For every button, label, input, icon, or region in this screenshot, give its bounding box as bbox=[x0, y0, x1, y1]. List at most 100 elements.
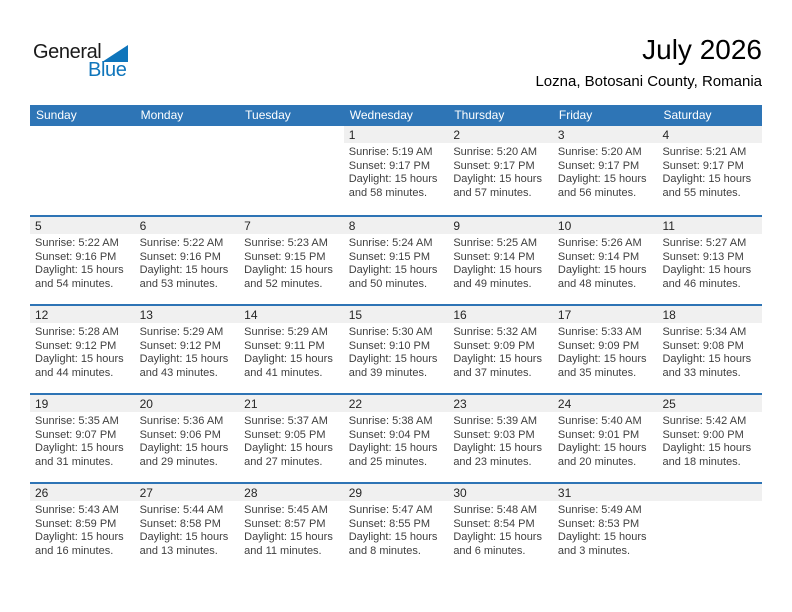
day-cell: 27 Sunrise: 5:44 AM Sunset: 8:58 PM Dayligh… bbox=[134, 484, 240, 571]
sunrise-text: Sunrise: 5:20 AM bbox=[453, 146, 538, 158]
day-cell: 10 Sunrise: 5:26 AM Sunset: 9:14 PM Dayligh… bbox=[552, 217, 658, 304]
sunrise-text: Sunrise: 5:25 AM bbox=[453, 237, 538, 249]
daylight-text-line1: Daylight: 15 hours bbox=[348, 442, 438, 454]
day-number-strip: 27 bbox=[134, 484, 240, 501]
daylight-text-line2: and 55 minutes. bbox=[662, 186, 741, 199]
sunrise-text: Sunrise: 5:37 AM bbox=[244, 415, 328, 427]
day-number-strip: 16 bbox=[448, 306, 553, 323]
day-number: 27 bbox=[139, 486, 153, 500]
daylight-text-line1: Daylight: 15 hours bbox=[662, 442, 752, 454]
calendar-weeks: 1 Sunrise: 5:19 AM Sunset: 9:17 PM Daylight… bbox=[30, 126, 763, 571]
daylight-text-line2: and 18 minutes. bbox=[662, 455, 741, 468]
sunrise-text: Sunrise: 5:27 AM bbox=[662, 237, 747, 249]
daylight-text-line2: and 16 minutes. bbox=[35, 544, 114, 557]
day-cell: 3 Sunrise: 5:20 AM Sunset: 9:17 PM Daylight… bbox=[552, 126, 658, 215]
daylight-text-line1: Daylight: 15 hours bbox=[557, 531, 647, 543]
day-cell: 17 Sunrise: 5:33 AM Sunset: 9:09 PM Dayligh… bbox=[552, 306, 658, 393]
sunrise-text: Sunrise: 5:20 AM bbox=[557, 146, 642, 158]
sunset-text: Sunset: 9:08 PM bbox=[662, 339, 744, 352]
daylight-text-line1: Daylight: 15 hours bbox=[244, 353, 333, 365]
sunrise-text: Sunrise: 5:40 AM bbox=[557, 415, 642, 427]
title-block: July 2026 Lozna, Botosani County, Romani… bbox=[535, 34, 762, 90]
day-number-strip: 31 bbox=[552, 484, 658, 501]
sunrise-text: Sunrise: 5:28 AM bbox=[35, 326, 119, 338]
day-details: Sunrise: 5:34 AM Sunset: 9:08 PM Daylight:… bbox=[657, 323, 762, 380]
day-number-strip: 11 bbox=[657, 217, 763, 234]
day-number-strip: 9 bbox=[448, 217, 553, 234]
weekday-label-thursday: Thursday bbox=[454, 108, 505, 122]
sunset-text: Sunset: 9:14 PM bbox=[453, 250, 535, 263]
day-details: Sunrise: 5:45 AM Sunset: 8:57 PM Daylight:… bbox=[239, 501, 344, 558]
day-details: Sunrise: 5:20 AM Sunset: 9:17 PM Daylight:… bbox=[448, 143, 553, 200]
day-number-strip: 14 bbox=[239, 306, 344, 323]
day-number-strip: 8 bbox=[343, 217, 449, 234]
day-number: 28 bbox=[244, 486, 258, 500]
sunset-text: Sunset: 9:12 PM bbox=[139, 339, 221, 352]
day-number: 18 bbox=[662, 308, 676, 322]
daylight-text-line1: Daylight: 15 hours bbox=[139, 531, 229, 543]
day-details: Sunrise: 5:22 AM Sunset: 9:16 PM Daylight:… bbox=[135, 234, 240, 291]
sunset-text: Sunset: 9:13 PM bbox=[662, 250, 744, 263]
daylight-text-line1: Daylight: 15 hours bbox=[557, 442, 647, 454]
day-cell: 8 Sunrise: 5:24 AM Sunset: 9:15 PM Daylight… bbox=[343, 217, 449, 304]
day-number-strip: 10 bbox=[552, 217, 658, 234]
day-number: 8 bbox=[348, 219, 356, 233]
day-number-strip: 30 bbox=[448, 484, 553, 501]
daylight-text-line2: and 54 minutes. bbox=[35, 277, 114, 290]
daylight-text-line1: Daylight: 15 hours bbox=[453, 442, 542, 454]
page-title: July 2026 bbox=[642, 34, 762, 65]
day-details: Sunrise: 5:49 AM Sunset: 8:53 PM Daylight:… bbox=[553, 501, 658, 558]
day-cell: 20 Sunrise: 5:36 AM Sunset: 9:06 PM Dayligh… bbox=[134, 395, 240, 482]
day-details: Sunrise: 5:23 AM Sunset: 9:15 PM Daylight:… bbox=[239, 234, 344, 291]
daylight-text-line2: and 20 minutes. bbox=[557, 455, 637, 468]
day-number: 3 bbox=[557, 128, 565, 142]
day-cell: 15 Sunrise: 5:30 AM Sunset: 9:10 PM Dayligh… bbox=[343, 306, 449, 393]
sunrise-text: Sunrise: 5:33 AM bbox=[557, 326, 642, 338]
day-cell: 30 Sunrise: 5:48 AM Sunset: 8:54 PM Dayligh… bbox=[448, 484, 553, 571]
day-cell: 21 Sunrise: 5:37 AM Sunset: 9:05 PM Dayligh… bbox=[239, 395, 344, 482]
day-number: 7 bbox=[244, 219, 251, 233]
day-number: 9 bbox=[453, 219, 460, 233]
day-details: Sunrise: 5:39 AM Sunset: 9:03 PM Daylight:… bbox=[448, 412, 553, 469]
daylight-text-line1: Daylight: 15 hours bbox=[662, 264, 752, 276]
day-number-strip: 17 bbox=[552, 306, 658, 323]
empty-cell bbox=[135, 126, 240, 215]
daylight-text-line2: and 31 minutes. bbox=[35, 455, 114, 468]
sunrise-text: Sunrise: 5:45 AM bbox=[244, 504, 328, 516]
sunset-text: Sunset: 9:16 PM bbox=[139, 250, 221, 263]
day-details: Sunrise: 5:48 AM Sunset: 8:54 PM Daylight:… bbox=[448, 501, 553, 558]
day-number-strip: 3 bbox=[552, 126, 658, 143]
day-number: 1 bbox=[348, 128, 356, 142]
daylight-text-line1: Daylight: 15 hours bbox=[35, 442, 124, 454]
day-cell: 7 Sunrise: 5:23 AM Sunset: 9:15 PM Daylight… bbox=[239, 217, 344, 304]
week-row: 5 Sunrise: 5:22 AM Sunset: 9:16 PM Daylight… bbox=[30, 215, 763, 304]
daylight-text-line2: and 44 minutes. bbox=[35, 366, 114, 379]
sunrise-text: Sunrise: 5:35 AM bbox=[35, 415, 119, 427]
day-details: Sunrise: 5:47 AM Sunset: 8:55 PM Daylight:… bbox=[344, 501, 449, 558]
day-number: 14 bbox=[244, 308, 258, 322]
sunrise-text: Sunrise: 5:22 AM bbox=[139, 237, 224, 249]
sunrise-text: Sunrise: 5:47 AM bbox=[348, 504, 433, 516]
sunset-text: Sunset: 8:54 PM bbox=[453, 517, 535, 530]
day-number: 5 bbox=[35, 219, 42, 233]
daylight-text-line2: and 35 minutes. bbox=[557, 366, 637, 379]
daylight-text-line2: and 46 minutes. bbox=[662, 277, 741, 290]
day-number: 30 bbox=[453, 486, 467, 500]
daylight-text-line2: and 13 minutes. bbox=[139, 544, 218, 557]
daylight-text-line1: Daylight: 15 hours bbox=[453, 173, 542, 185]
sunrise-text: Sunrise: 5:49 AM bbox=[557, 504, 642, 516]
daylight-text-line2: and 39 minutes. bbox=[348, 366, 428, 379]
sunrise-text: Sunrise: 5:32 AM bbox=[453, 326, 538, 338]
logo-text-blue: Blue bbox=[88, 59, 127, 81]
sunset-text: Sunset: 9:16 PM bbox=[35, 250, 117, 263]
day-number: 4 bbox=[662, 128, 670, 142]
daylight-text-line2: and 52 minutes. bbox=[244, 277, 323, 290]
daylight-text-line1: Daylight: 15 hours bbox=[557, 264, 647, 276]
general-blue-logo: General Blue bbox=[33, 42, 129, 81]
sunset-text: Sunset: 9:17 PM bbox=[453, 159, 535, 172]
day-number-strip bbox=[135, 126, 240, 143]
sunset-text: Sunset: 9:11 PM bbox=[244, 339, 325, 352]
sunrise-text: Sunrise: 5:23 AM bbox=[244, 237, 328, 249]
day-cell: 2 Sunrise: 5:20 AM Sunset: 9:17 PM Daylight… bbox=[448, 126, 553, 215]
day-cell: 24 Sunrise: 5:40 AM Sunset: 9:01 PM Dayligh… bbox=[552, 395, 658, 482]
